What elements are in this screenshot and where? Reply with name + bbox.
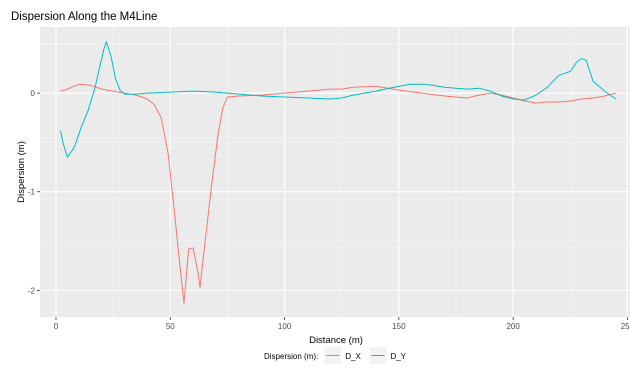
x-tick-label: 200 — [506, 322, 520, 331]
x-tick-label: 150 — [392, 322, 406, 331]
chart-title: Dispersion Along the M4Line — [11, 11, 157, 23]
y-axis-title: Dispersion (m) — [16, 141, 27, 203]
x-axis-title: Distance (m) — [309, 335, 363, 346]
x-tick-label: 50 — [166, 322, 175, 331]
legend-title: Dispersion (m): — [264, 352, 318, 361]
y-tick-label: 0 — [31, 89, 36, 98]
series-line-d-y — [60, 41, 617, 158]
x-tick-label: 250 — [621, 322, 630, 331]
series-line-d-x — [60, 83, 617, 304]
y-tick-label: -2 — [28, 286, 36, 295]
plot-panel — [40, 27, 630, 317]
axis-ticks: 0 50 100 150 200 250 -2 -1 0 — [28, 89, 630, 331]
legend-label-d-y: D_Y — [390, 352, 406, 361]
grid-lines — [40, 27, 630, 317]
x-tick-label: 100 — [278, 322, 292, 331]
series-lines — [60, 41, 617, 304]
legend: Dispersion (m): D_X D_Y — [264, 347, 407, 364]
legend-label-d-x: D_X — [345, 352, 361, 361]
y-tick-label: -1 — [28, 188, 36, 197]
x-tick-label: 0 — [54, 322, 59, 331]
